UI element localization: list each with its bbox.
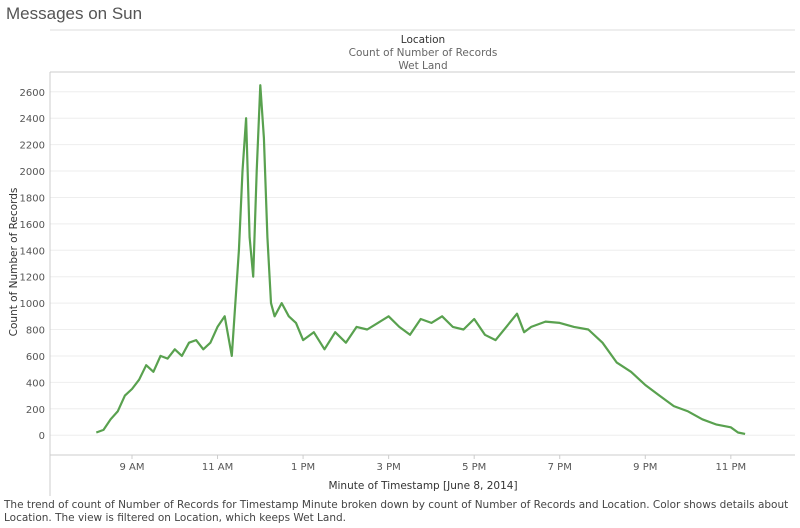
x-axis-label: Minute of Timestamp [June 8, 2014] bbox=[328, 480, 517, 492]
series-line bbox=[96, 85, 745, 434]
chart-header: Location Count of Number of Records Wet … bbox=[50, 30, 795, 72]
y-tick-label: 200 bbox=[26, 405, 45, 416]
x-tick-label: 7 PM bbox=[548, 462, 572, 473]
y-tick-label: 0 bbox=[39, 431, 45, 442]
series-layer bbox=[96, 85, 745, 434]
x-tick-label: 9 AM bbox=[119, 462, 144, 473]
y-tick-label: 1000 bbox=[20, 299, 45, 310]
y-tick-label: 600 bbox=[26, 352, 45, 363]
y-tick-label: 2000 bbox=[20, 167, 45, 178]
x-tick-label: 3 PM bbox=[377, 462, 401, 473]
x-tick-label: 11 PM bbox=[716, 462, 747, 473]
axes bbox=[50, 72, 795, 496]
y-tick-label: 800 bbox=[26, 326, 45, 337]
chart-caption: The trend of count of Number of Records … bbox=[4, 499, 794, 525]
y-tick-label: 1600 bbox=[20, 220, 45, 231]
line-chart: Location Count of Number of Records Wet … bbox=[0, 0, 800, 498]
y-tick-label: 2400 bbox=[20, 114, 45, 125]
x-tick-label: 5 PM bbox=[462, 462, 486, 473]
y-tick-label: 2600 bbox=[20, 88, 45, 99]
y-gridlines bbox=[50, 92, 795, 435]
y-axis-label: Count of Number of Records bbox=[8, 188, 20, 337]
y-tick-label: 1400 bbox=[20, 246, 45, 257]
x-tick-label: 11 AM bbox=[202, 462, 233, 473]
y-tick-labels: 0 200 400 600 800 1000 1200 1400 1600 1800 2000 220… bbox=[20, 88, 45, 442]
x-tick-label: 9 PM bbox=[633, 462, 657, 473]
y-tick-label: 2200 bbox=[20, 141, 45, 152]
x-tick-label: 1 PM bbox=[291, 462, 315, 473]
header-subtitle: Count of Number of Records bbox=[349, 47, 498, 59]
x-tick-labels: 9 AM 11 AM 1 PM 3 PM 5 PM 7 PM 9 PM 11 PM bbox=[119, 455, 746, 473]
y-tick-label: 1200 bbox=[20, 273, 45, 284]
pane-label: Wet Land bbox=[398, 60, 447, 72]
y-tick-label: 1800 bbox=[20, 193, 45, 204]
y-tick-label: 400 bbox=[26, 378, 45, 389]
header-title: Location bbox=[401, 34, 445, 46]
